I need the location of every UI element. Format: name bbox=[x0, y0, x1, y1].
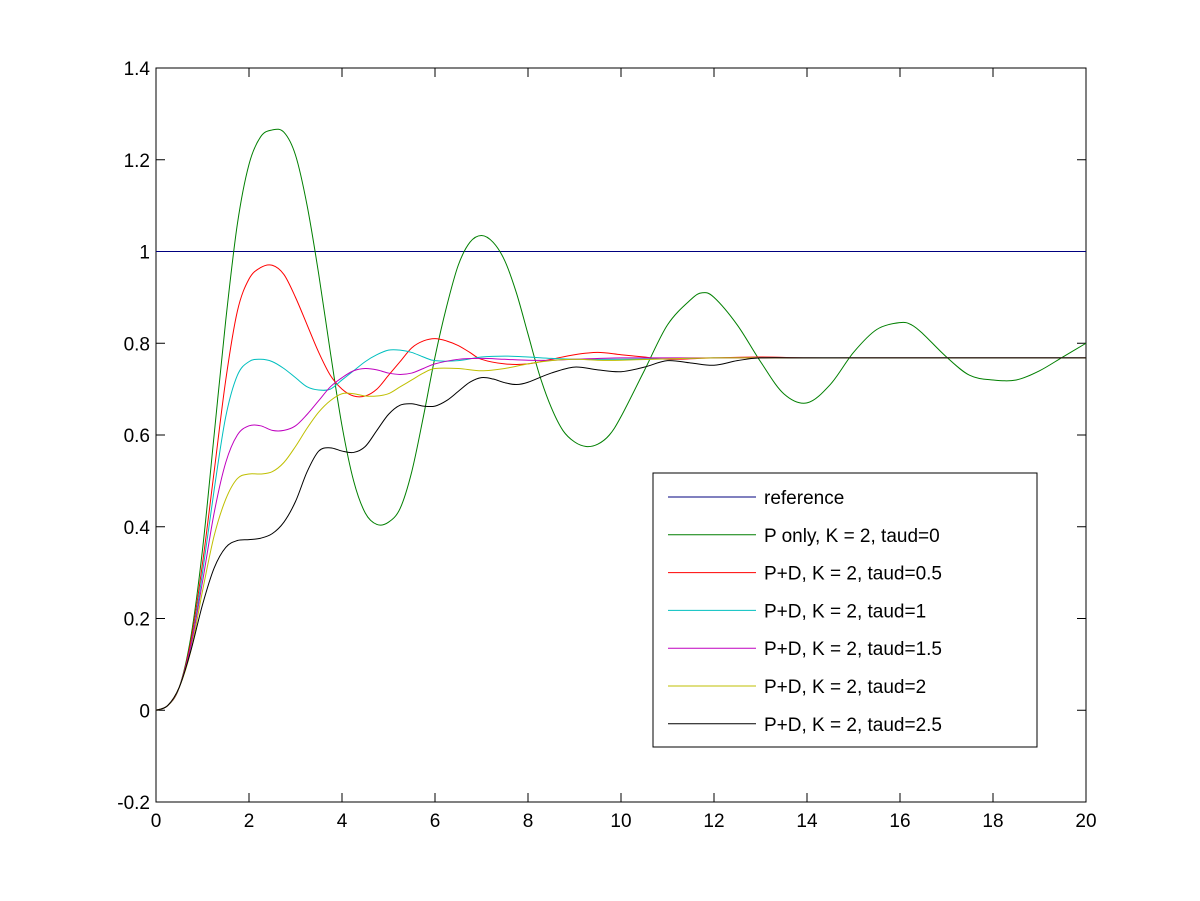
legend: reference P only, K = 2, taud=0 P+D, K = 2… bbox=[652, 472, 1038, 748]
series-lines bbox=[155, 128, 1087, 711]
x-tick-label: 8 bbox=[523, 811, 534, 832]
legend-label: P+D, K = 2, taud=1 bbox=[764, 601, 926, 622]
x-tick-label: 16 bbox=[889, 811, 910, 832]
series-line-1 bbox=[155, 128, 1087, 711]
legend-label: P+D, K = 2, taud=2 bbox=[764, 677, 926, 698]
x-tick-label: 10 bbox=[610, 811, 631, 832]
x-tick-label: 12 bbox=[703, 811, 724, 832]
legend-label: reference bbox=[764, 488, 844, 509]
legend-label: P+D, K = 2, taud=2.5 bbox=[764, 715, 942, 736]
x-tick-label: 20 bbox=[1075, 811, 1096, 832]
y-tick-label: 0 bbox=[139, 701, 150, 722]
y-tick-label: 0.6 bbox=[124, 426, 150, 447]
legend-label: P only, K = 2, taud=0 bbox=[764, 526, 940, 547]
x-tick-label: 18 bbox=[982, 811, 1003, 832]
y-tick-label: 0.2 bbox=[124, 610, 150, 631]
y-tick-label: 0.8 bbox=[124, 334, 150, 355]
x-tick-label: 4 bbox=[337, 811, 348, 832]
y-tick-label: 1.2 bbox=[124, 151, 150, 172]
y-tick-label: -0.2 bbox=[117, 793, 150, 814]
x-tick-label: 14 bbox=[796, 811, 818, 832]
axis-tick-labels: 0 2 4 6 8 10 12 14 16 18 20-0.200.20.40.60.811.21.… bbox=[117, 59, 1096, 832]
x-tick-label: 2 bbox=[244, 811, 255, 832]
series-line-6 bbox=[155, 357, 1086, 711]
y-tick-label: 1.4 bbox=[124, 59, 151, 80]
y-tick-label: 0.4 bbox=[124, 518, 151, 539]
legend-label: P+D, K = 2, taud=1.5 bbox=[764, 639, 942, 660]
legend-label: P+D, K = 2, taud=0.5 bbox=[764, 564, 942, 585]
x-tick-label: 0 bbox=[151, 811, 162, 832]
y-tick-label: 1 bbox=[139, 243, 150, 264]
x-tick-label: 6 bbox=[430, 811, 441, 832]
